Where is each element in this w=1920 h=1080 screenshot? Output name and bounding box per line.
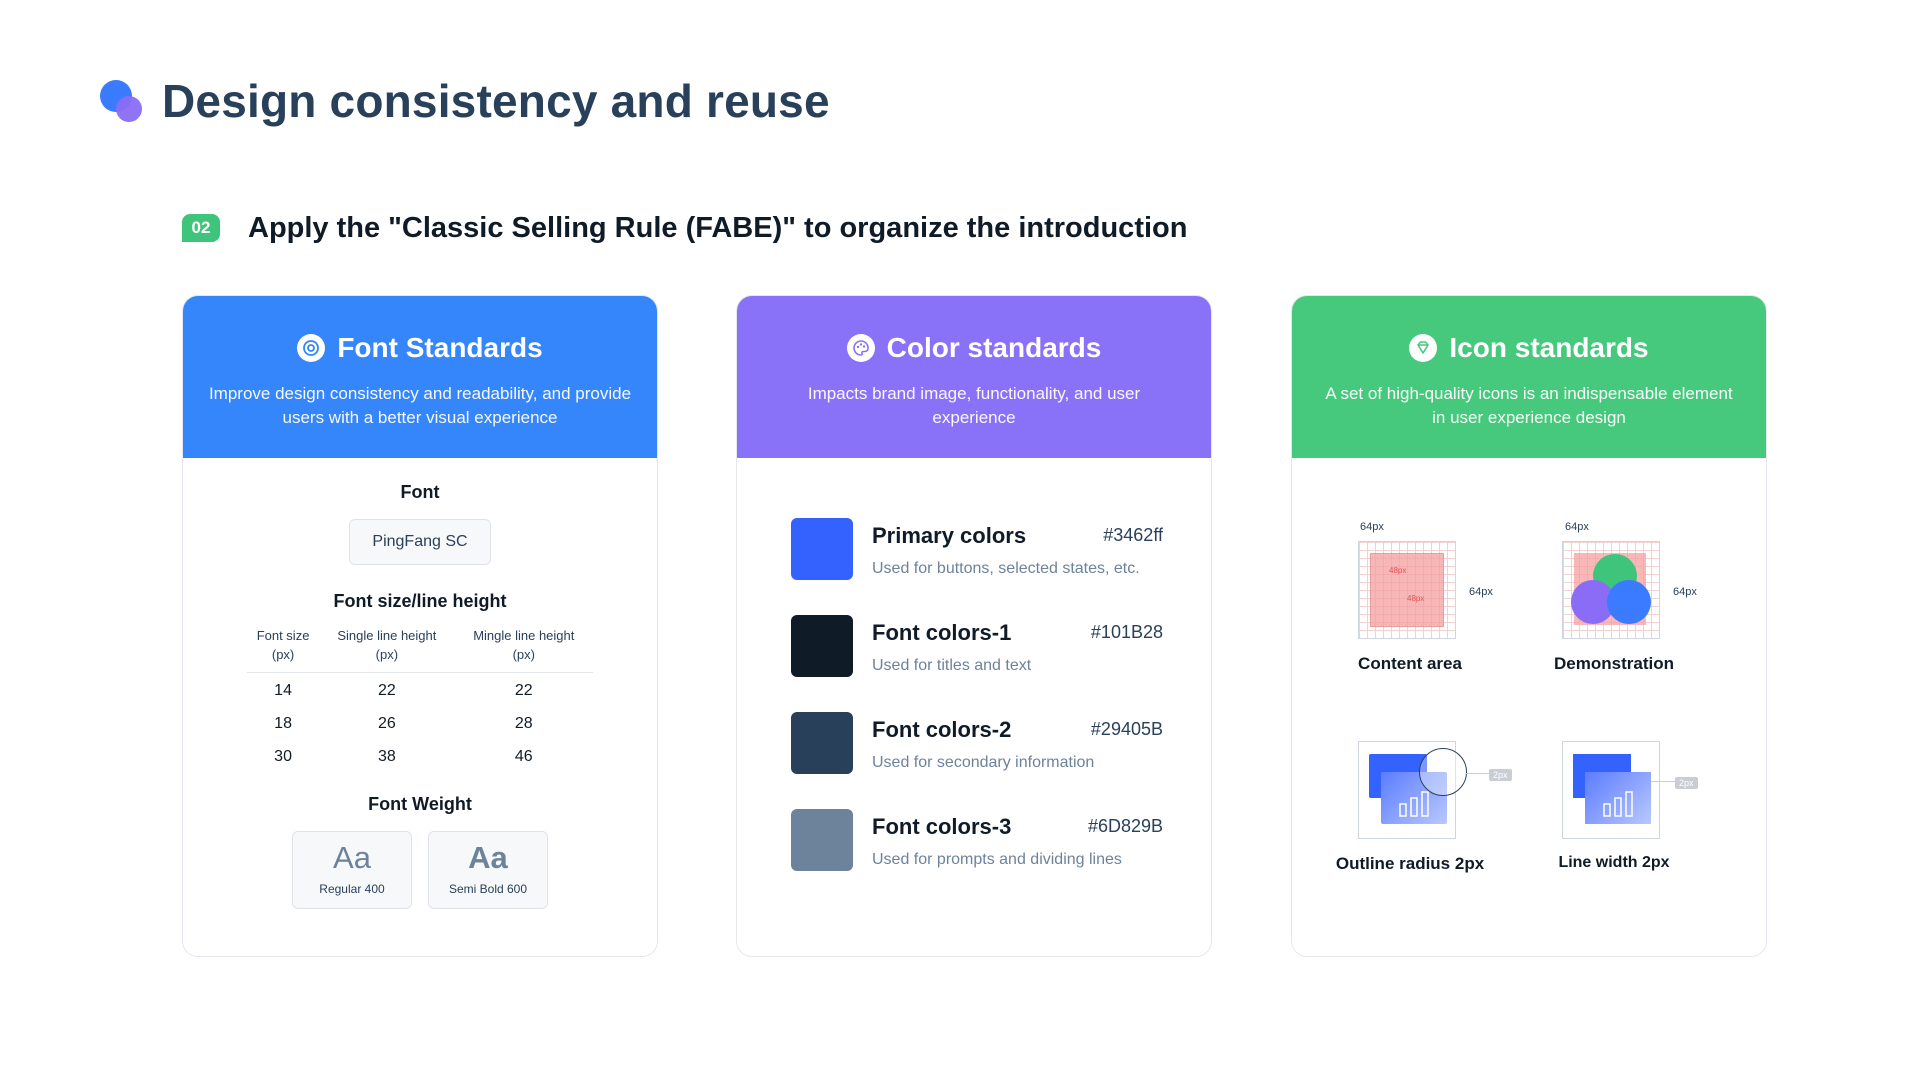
table-cell: 30	[274, 748, 292, 765]
table-row: 14 22 22	[247, 673, 593, 707]
card-description: A set of high-quality icons is an indisp…	[1325, 384, 1733, 427]
color-swatch	[791, 712, 853, 774]
card-description: Improve design consistency and readabili…	[208, 384, 632, 427]
font-size-table: Font size (px) Single line height (px) M…	[247, 626, 593, 772]
card-header: Color standards Impacts brand image, fun…	[737, 296, 1211, 458]
dimension-tag: 2px	[1489, 769, 1512, 781]
table-cell: 28	[514, 715, 533, 732]
diamond-icon	[1409, 334, 1438, 362]
table-row: 18 26 28	[247, 706, 593, 739]
section-number-badge: 02	[182, 214, 220, 242]
font-weight-list: Aa Regular 400 Aa Semi Bold 600	[183, 831, 657, 909]
page-title: Design consistency and reuse	[162, 75, 830, 127]
table-cell: 22	[377, 682, 396, 699]
table-cell: 38	[377, 748, 396, 765]
font-weight-semibold: Aa Semi Bold 600	[428, 831, 548, 909]
weight-sample: Aa	[333, 840, 371, 875]
font-heading: Font	[400, 482, 440, 502]
table-cell: 46	[514, 748, 533, 765]
icon-spec-label: Content area	[1358, 654, 1462, 673]
table-row: 30 38 46	[247, 739, 593, 772]
dimension-label: 64px	[1469, 586, 1493, 598]
table-header-single-line-height: Single line height (px)	[319, 626, 455, 673]
content-area-grid-icon: 48px 48px	[1358, 541, 1456, 639]
color-name: Primary colors	[872, 523, 1027, 548]
color-description: Used for buttons, selected states, etc.	[872, 560, 1140, 577]
color-swatch	[791, 518, 853, 580]
font-weight-heading: Font Weight	[368, 794, 472, 814]
dimension-label: 64px	[1360, 521, 1384, 533]
card-header: Font Standards Improve design consistenc…	[183, 296, 657, 458]
color-hex: #3462ff	[1103, 525, 1163, 545]
table-header-multi-line-height: Mingle line height (px)	[454, 626, 593, 673]
color-swatch	[791, 809, 853, 871]
line-width-icon	[1562, 741, 1675, 839]
table-cell: 14	[274, 682, 292, 699]
color-swatch	[791, 615, 853, 677]
section-title: Apply the "Classic Selling Rule (FABE)" …	[248, 212, 1188, 244]
app-logo	[100, 80, 146, 126]
color-hex: #101B28	[1090, 622, 1163, 642]
icon-standards-card: Icon standards A set of high-quality ico…	[1291, 295, 1767, 957]
dimension-tag: 2px	[1675, 777, 1698, 789]
color-name: Font colors-3	[872, 814, 1012, 839]
color-item-primary: Primary colors #3462ff Used for buttons,…	[791, 518, 1163, 580]
weight-label: Semi Bold 600	[448, 882, 528, 896]
color-name: Font colors-1	[872, 620, 1012, 645]
table-header-font-size: Font size (px)	[247, 626, 320, 673]
table-cell: 18	[274, 715, 292, 732]
icon-spec-label: Outline radius 2px	[1335, 854, 1485, 873]
color-description: Used for titles and text	[872, 657, 1032, 674]
color-name: Font colors-2	[872, 717, 1012, 742]
font-size-heading: Font size/line height	[333, 591, 507, 611]
demonstration-icon	[1562, 541, 1660, 639]
table-cell: 26	[377, 715, 396, 732]
color-standards-card: Color standards Impacts brand image, fun…	[736, 295, 1212, 957]
card-title: Font Standards	[337, 332, 543, 363]
inner-dimension-label: 48px	[1389, 566, 1407, 575]
icon-spec-label: Line width 2px	[1558, 854, 1670, 871]
card-description: Impacts brand image, functionality, and …	[807, 384, 1141, 427]
color-description: Used for prompts and dividing lines	[872, 851, 1122, 868]
dimension-label: 64px	[1565, 521, 1589, 533]
inner-dimension-label: 48px	[1407, 594, 1425, 603]
color-hex: #6D829B	[1087, 816, 1163, 836]
card-title: Color standards	[886, 332, 1102, 363]
palette-icon	[846, 334, 875, 362]
color-item-font-3: Font colors-3 #6D829B Used for prompts a…	[791, 809, 1163, 871]
card-header: Icon standards A set of high-quality ico…	[1292, 296, 1766, 458]
font-standards-card: Font Standards Improve design consistenc…	[182, 295, 658, 957]
weight-label: Regular 400	[319, 882, 385, 896]
font-family-chip: PingFang SC	[349, 519, 491, 565]
color-hex: #29405B	[1090, 719, 1163, 739]
target-icon	[297, 334, 326, 362]
color-description: Used for secondary information	[872, 754, 1095, 771]
weight-sample: Aa	[468, 840, 508, 875]
dimension-label: 64px	[1673, 586, 1697, 598]
icon-spec-label: Demonstration	[1554, 654, 1674, 673]
outline-radius-icon	[1358, 741, 1493, 839]
font-weight-regular: Aa Regular 400	[292, 831, 412, 909]
card-title: Icon standards	[1449, 332, 1649, 363]
color-item-font-1: Font colors-1 #101B28 Used for titles an…	[791, 615, 1163, 677]
color-item-font-2: Font colors-2 #29405B Used for secondary…	[791, 712, 1163, 774]
table-cell: 22	[514, 682, 533, 699]
